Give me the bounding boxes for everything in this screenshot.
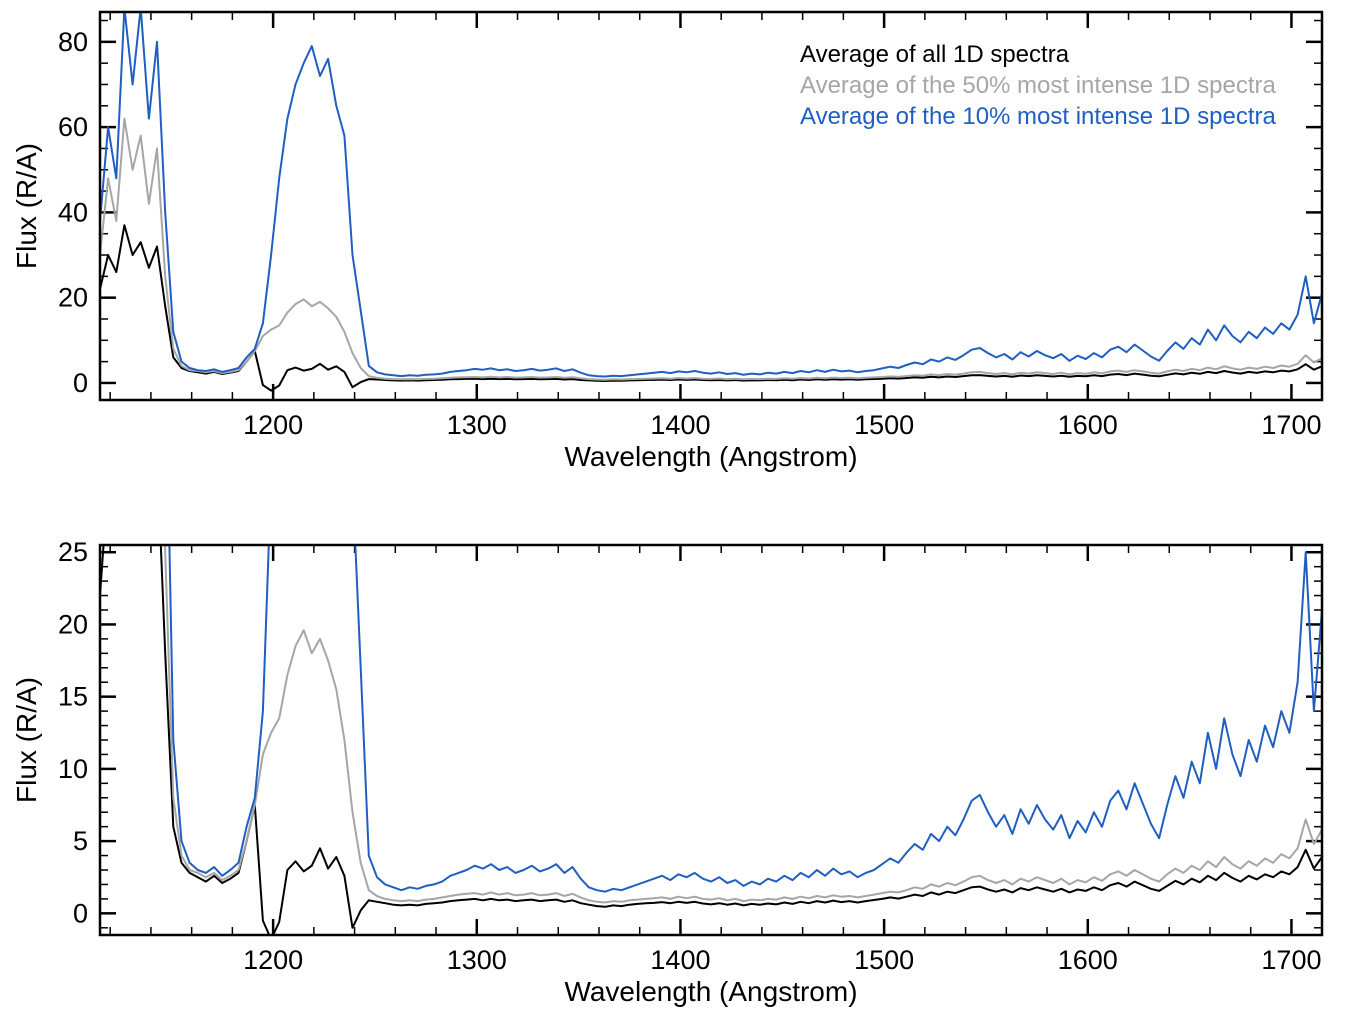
panel-top: 1200 1300 1400 1500 1600 1700 0 20 40 60 80 Wavelen… xyxy=(11,10,1324,472)
legend-item-all-1d: Average of all 1D spectra xyxy=(800,41,1070,68)
y-axis-label: Flux (R/A) xyxy=(11,143,42,269)
axes-frame xyxy=(98,543,1324,937)
y-major-ticks xyxy=(100,40,1322,385)
x-tick-label: 1400 xyxy=(650,945,710,975)
y-tick-label: 0 xyxy=(73,898,88,928)
series-line-all-1d xyxy=(100,224,1322,392)
x-axis-label: Wavelength (Angstrom) xyxy=(564,441,857,472)
x-tick-label: 1700 xyxy=(1261,410,1321,440)
y-tick-label: 0 xyxy=(73,368,88,398)
x-tick-label: 1500 xyxy=(854,410,914,440)
series-line-top-50 xyxy=(164,545,1322,904)
y-tick-label: 5 xyxy=(73,826,88,856)
legend-item-top-50: Average of the 50% most intense 1D spect… xyxy=(800,72,1276,99)
series-line-all-1d xyxy=(100,545,1322,935)
x-minor-ticks xyxy=(109,545,1252,935)
x-minor-ticks xyxy=(109,12,1252,400)
x-tick-label: 1300 xyxy=(447,410,507,440)
y-axis-label: Flux (R/A) xyxy=(11,677,42,803)
panel-bottom: 1200 1300 1400 1500 1600 1700 0 5 10 15 20 25 Wavele… xyxy=(11,537,1324,1007)
y-tick-label: 40 xyxy=(58,197,88,227)
y-tick-label: 60 xyxy=(58,112,88,142)
series-line-top-50 xyxy=(100,117,1322,381)
x-tick-label: 1600 xyxy=(1058,410,1118,440)
x-tick-label: 1200 xyxy=(243,410,303,440)
x-tick-label: 1400 xyxy=(650,410,710,440)
axes-frame xyxy=(98,10,1324,402)
series-line-top-10 xyxy=(168,545,1322,893)
y-tick-label: 20 xyxy=(58,609,88,639)
y-tick-label: 80 xyxy=(58,27,88,57)
y-minor-ticks xyxy=(100,19,1322,363)
x-tick-label: 1300 xyxy=(447,945,507,975)
x-tick-label: 1700 xyxy=(1261,945,1321,975)
x-major-ticks xyxy=(271,12,1293,400)
y-tick-label: 15 xyxy=(58,682,88,712)
legend: Average of all 1D spectra Average of the … xyxy=(800,41,1276,130)
x-tick-label: 1500 xyxy=(854,945,914,975)
x-tick-label: 1600 xyxy=(1058,945,1118,975)
x-major-ticks xyxy=(271,545,1293,935)
y-tick-label: 10 xyxy=(58,754,88,784)
series-lines xyxy=(100,12,1322,392)
series-lines xyxy=(100,545,1322,935)
legend-item-top-10: Average of the 10% most intense 1D spect… xyxy=(800,103,1276,130)
y-tick-label: 20 xyxy=(58,283,88,313)
x-axis-label: Wavelength (Angstrom) xyxy=(564,976,857,1007)
y-tick-label: 25 xyxy=(58,537,88,567)
x-tick-label: 1200 xyxy=(243,945,303,975)
series-line-top-10 xyxy=(100,12,1322,378)
